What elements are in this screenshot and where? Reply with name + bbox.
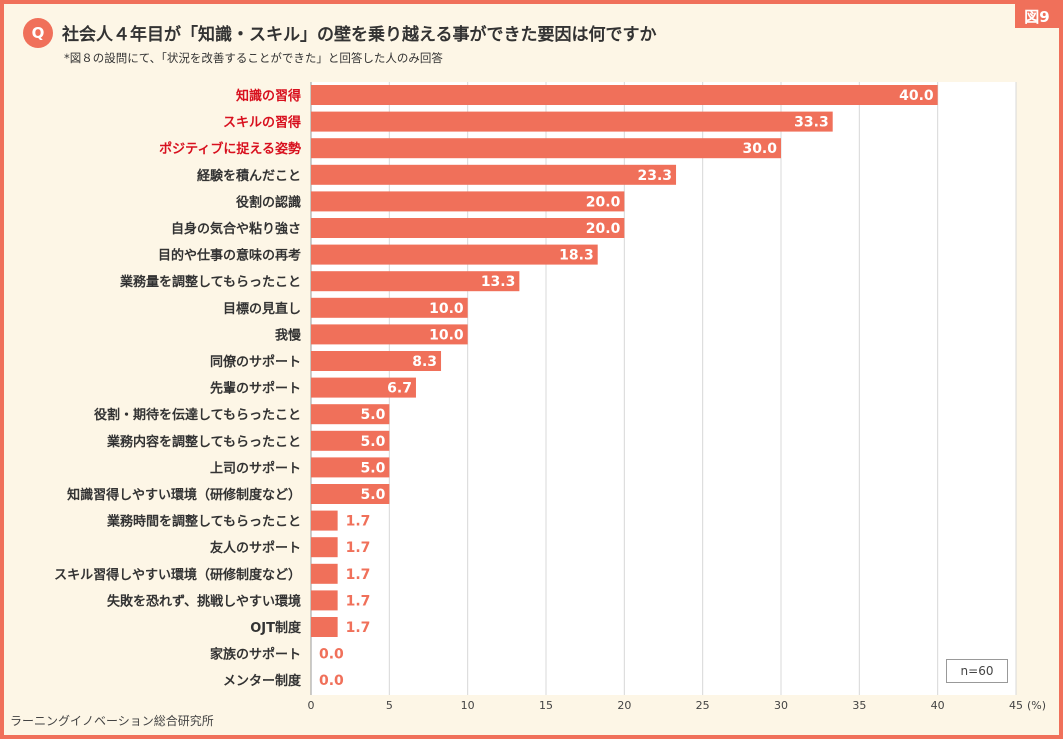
category-label: 目標の見直し	[223, 301, 301, 317]
bar	[311, 457, 390, 478]
bar-value-label: 20.0	[586, 194, 621, 210]
bar	[311, 563, 338, 584]
bar-value-label: 33.3	[794, 115, 829, 131]
bar-value-label: 6.7	[387, 381, 412, 397]
x-tick-label: 45	[1009, 699, 1023, 712]
category-label: 経験を積んだこと	[197, 168, 301, 184]
x-tick-label: 25	[696, 699, 710, 712]
category-label: 同僚のサポート	[210, 354, 301, 370]
bar	[311, 590, 338, 611]
category-label: スキルの習得	[223, 115, 301, 131]
chart-subtitle: *図８の設問にて、「状況を改善することができた」と回答した人のみ回答	[64, 51, 443, 65]
x-tick-label: 0	[308, 699, 315, 712]
source-label: ラーニングイノベーション総合研究所	[10, 714, 214, 728]
category-label: 知識の習得	[236, 88, 301, 104]
bar	[311, 218, 625, 238]
category-label: 失敗を恐れず、挑戦しやすい環境	[107, 593, 301, 609]
category-label: 業務内容を調整してもらったこと	[106, 434, 301, 450]
x-tick-label: 20	[617, 699, 631, 712]
category-label: スキル習得しやすい環境（研修制度など）	[54, 567, 301, 583]
bar	[311, 537, 338, 558]
bar	[311, 324, 468, 345]
bar-value-label: 10.0	[429, 327, 464, 343]
bar	[311, 404, 390, 425]
bar	[311, 430, 390, 451]
category-label: 業務量を調整してもらったこと	[119, 274, 301, 290]
bar	[311, 297, 468, 318]
category-label: 我慢	[275, 327, 302, 343]
x-tick-label: 5	[386, 699, 393, 712]
category-label: 役割・期待を伝達してもらったこと	[94, 407, 301, 423]
bar	[311, 164, 677, 185]
bar-value-label: 23.3	[637, 168, 672, 184]
x-tick-label: 40	[931, 699, 945, 712]
category-label: ポジティブに捉える姿勢	[159, 141, 301, 157]
bar-value-label: 20.0	[586, 221, 621, 237]
bar-value-label: 10.0	[429, 301, 464, 317]
category-label: 友人のサポート	[210, 540, 301, 556]
bar	[311, 377, 416, 398]
bar-value-label: 0.0	[319, 647, 344, 663]
bar-value-label: 5.0	[361, 407, 386, 423]
category-label: メンター制度	[223, 673, 302, 689]
bar-value-label: 1.7	[346, 540, 371, 556]
bar-value-label: 1.7	[346, 567, 371, 583]
category-label: 業務時間を調整してもらったこと	[106, 514, 301, 530]
x-tick-label: 35	[852, 699, 866, 712]
bar-value-label: 18.3	[559, 248, 594, 264]
x-tick-label: 10	[461, 699, 475, 712]
bar-value-label: 5.0	[361, 460, 386, 476]
bar	[311, 111, 833, 132]
bar-value-label: 30.0	[742, 141, 777, 157]
bar-value-label: 0.0	[319, 673, 344, 689]
bar	[311, 617, 338, 637]
bar	[311, 484, 390, 504]
category-label: 知識習得しやすい環境（研修制度など）	[67, 487, 301, 503]
bar	[311, 351, 442, 371]
category-label: 目的や仕事の意味の再考	[158, 248, 301, 264]
question-icon: Q	[23, 18, 53, 48]
bar-value-label: 5.0	[361, 434, 386, 450]
x-unit-label: (%)	[1027, 699, 1046, 712]
category-label: 先輩のサポート	[210, 381, 301, 397]
bar	[311, 191, 625, 212]
bar	[311, 138, 781, 159]
bar-value-label: 40.0	[899, 88, 934, 104]
x-tick-label: 30	[774, 699, 788, 712]
bar	[311, 85, 938, 105]
bar	[311, 510, 338, 531]
bar-value-label: 1.7	[346, 514, 371, 530]
bar-value-label: 8.3	[412, 354, 437, 370]
bar-value-label: 5.0	[361, 487, 386, 503]
chart-title: 社会人４年目が「知識・スキル」の壁を乗り越える事ができた要因は何ですか	[62, 25, 657, 45]
bar-value-label: 13.3	[481, 274, 516, 290]
bar-value-label: 1.7	[346, 593, 371, 609]
figure-badge: 図9	[1015, 4, 1059, 28]
sample-size-box: n=60	[946, 659, 1008, 683]
category-label: 役割の認識	[236, 194, 301, 210]
category-label: OJT制度	[250, 620, 302, 636]
category-label: 自身の気合や粘り強さ	[171, 221, 301, 237]
bar-value-label: 1.7	[346, 620, 371, 636]
bar	[311, 271, 520, 292]
category-label: 上司のサポート	[210, 460, 301, 476]
category-label: 家族のサポート	[210, 647, 301, 663]
x-tick-label: 15	[539, 699, 553, 712]
bar	[311, 244, 598, 265]
